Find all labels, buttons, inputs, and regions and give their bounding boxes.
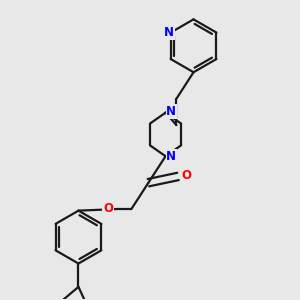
Text: O: O bbox=[182, 169, 191, 182]
Text: N: N bbox=[166, 105, 176, 118]
Text: N: N bbox=[164, 26, 174, 39]
Text: O: O bbox=[103, 202, 113, 215]
Text: N: N bbox=[166, 150, 176, 163]
